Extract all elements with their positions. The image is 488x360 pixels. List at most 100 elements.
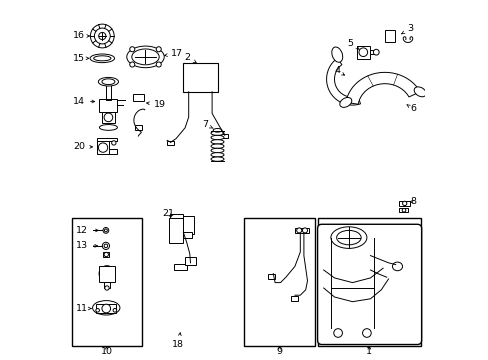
Text: 6: 6 (406, 104, 415, 113)
Bar (132, 94, 144, 101)
Text: 5: 5 (347, 39, 358, 49)
FancyBboxPatch shape (317, 224, 421, 345)
Circle shape (156, 47, 161, 52)
Circle shape (402, 201, 406, 206)
Circle shape (296, 228, 301, 233)
Text: 15: 15 (73, 54, 89, 63)
Text: 1: 1 (366, 346, 372, 356)
Circle shape (362, 329, 370, 337)
Bar (104, 282, 110, 288)
Ellipse shape (213, 129, 222, 132)
Text: 10: 10 (101, 346, 112, 356)
Ellipse shape (92, 301, 120, 315)
Ellipse shape (211, 144, 224, 148)
Bar (267, 274, 275, 279)
Bar (244, 218, 314, 346)
Circle shape (90, 24, 114, 48)
Circle shape (102, 268, 112, 279)
Ellipse shape (331, 47, 342, 62)
Circle shape (156, 62, 161, 67)
Bar (97, 141, 109, 154)
Bar (102, 252, 109, 257)
Bar (356, 46, 369, 59)
Circle shape (104, 229, 107, 232)
Text: 9: 9 (276, 346, 282, 356)
Text: 16: 16 (73, 31, 89, 40)
Text: 14: 14 (73, 97, 95, 106)
Text: 13: 13 (76, 241, 98, 251)
Text: 4: 4 (334, 66, 344, 75)
Bar (109, 149, 117, 154)
Circle shape (102, 304, 110, 313)
Bar (99, 266, 115, 282)
Circle shape (104, 252, 108, 257)
Bar (174, 264, 186, 270)
Ellipse shape (211, 140, 224, 144)
Text: 11: 11 (76, 304, 91, 313)
Bar (134, 125, 142, 130)
Ellipse shape (126, 46, 164, 68)
Ellipse shape (90, 54, 114, 63)
Circle shape (99, 32, 106, 40)
Bar (169, 214, 182, 218)
Circle shape (104, 113, 113, 122)
Circle shape (302, 228, 307, 233)
Ellipse shape (211, 131, 224, 135)
Text: 20: 20 (73, 143, 92, 152)
Bar (399, 208, 407, 212)
Ellipse shape (99, 125, 117, 130)
Ellipse shape (211, 148, 224, 153)
Circle shape (358, 48, 367, 57)
Text: 7: 7 (202, 120, 213, 129)
Ellipse shape (392, 262, 402, 271)
Bar (291, 296, 298, 301)
Bar (318, 218, 420, 346)
Bar (183, 216, 194, 234)
Circle shape (98, 143, 107, 152)
Bar (99, 99, 117, 112)
Text: 18: 18 (172, 333, 184, 349)
Circle shape (373, 49, 378, 55)
Bar (167, 141, 173, 145)
Bar (97, 138, 117, 141)
Ellipse shape (211, 135, 224, 140)
Bar (369, 50, 375, 54)
Ellipse shape (98, 77, 118, 86)
Polygon shape (326, 58, 360, 105)
Circle shape (94, 28, 110, 44)
Bar (221, 134, 227, 138)
Ellipse shape (336, 230, 361, 245)
Bar (294, 228, 309, 233)
Bar (384, 30, 394, 42)
Circle shape (129, 47, 135, 52)
Circle shape (129, 62, 135, 67)
Bar (102, 112, 115, 123)
Ellipse shape (339, 98, 351, 107)
Circle shape (102, 242, 109, 249)
Circle shape (333, 329, 342, 337)
Ellipse shape (211, 153, 224, 157)
Text: 19: 19 (146, 100, 165, 109)
Text: 2: 2 (184, 53, 196, 63)
Ellipse shape (132, 49, 159, 65)
Text: 8: 8 (409, 197, 415, 206)
Bar (183, 232, 192, 238)
Circle shape (104, 244, 107, 248)
Bar (72, 218, 142, 346)
Circle shape (401, 208, 405, 212)
Ellipse shape (102, 79, 115, 85)
Circle shape (113, 309, 117, 312)
Circle shape (111, 141, 116, 145)
Circle shape (96, 309, 99, 312)
Ellipse shape (413, 87, 426, 97)
Polygon shape (345, 72, 419, 104)
Text: 12: 12 (76, 226, 98, 235)
Text: 21: 21 (162, 209, 174, 217)
Bar (399, 201, 409, 206)
Bar (168, 218, 183, 243)
Circle shape (103, 228, 108, 233)
Ellipse shape (330, 227, 366, 248)
Ellipse shape (211, 157, 224, 161)
Bar (183, 63, 217, 92)
Bar (96, 304, 116, 313)
